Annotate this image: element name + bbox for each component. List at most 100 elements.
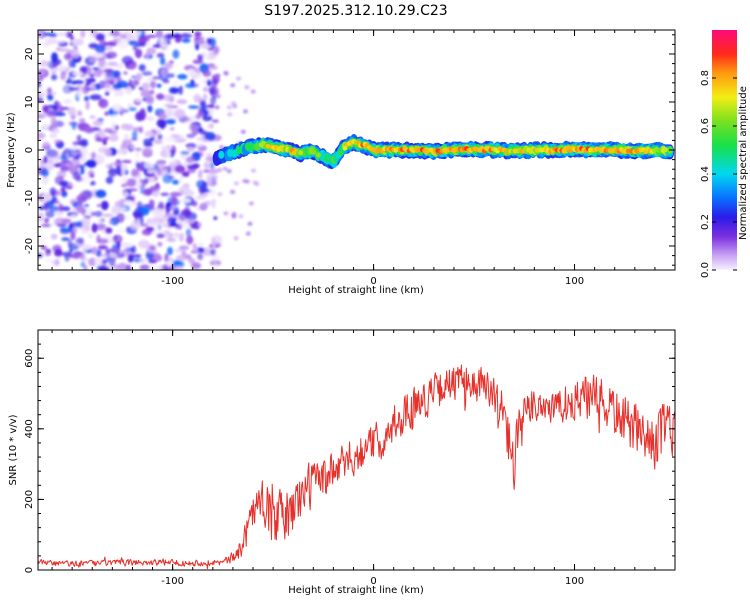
- noise-speckle: [121, 166, 126, 176]
- ridge-cell: [342, 145, 348, 151]
- noise-speckle: [200, 103, 207, 112]
- noise-speckle: [114, 264, 120, 270]
- spectrogram-x-label: Height of straight line (km): [288, 285, 424, 296]
- noise-speckle: [123, 109, 129, 113]
- noise-speckle: [76, 140, 87, 146]
- noise-speckle: [214, 105, 220, 110]
- noise-speckle: [127, 40, 138, 46]
- noise-speckle: [202, 114, 213, 122]
- noise-speckle: [99, 130, 106, 139]
- noise-speckle: [157, 242, 163, 247]
- noise-speckle: [145, 226, 155, 232]
- noise-speckle: [50, 131, 56, 139]
- noise-speckle: [192, 243, 197, 250]
- noise-speckle: [44, 218, 50, 223]
- ridge-cell: [218, 150, 225, 159]
- noise-speckle: [121, 160, 132, 164]
- noise-speckle: [61, 71, 67, 75]
- noise-speckle: [248, 201, 254, 206]
- noise-speckle: [42, 105, 49, 113]
- noise-speckle: [211, 238, 216, 249]
- noise-speckle: [146, 34, 158, 38]
- noise-speckle: [141, 30, 146, 39]
- noise-speckle: [185, 83, 196, 89]
- noise-speckle: [62, 251, 72, 257]
- noise-speckle: [205, 155, 215, 162]
- ridge-cell: [298, 150, 304, 156]
- noise-speckle: [81, 248, 88, 253]
- noise-speckle: [149, 245, 156, 251]
- noise-speckle: [88, 233, 94, 239]
- noise-speckle: [198, 169, 203, 179]
- noise-speckle: [84, 96, 90, 102]
- noise-speckle: [186, 146, 195, 152]
- noise-speckle: [188, 105, 201, 109]
- noise-speckle: [202, 69, 212, 77]
- ridge-cell: [663, 147, 668, 153]
- noise-speckle: [205, 56, 216, 60]
- noise-speckle: [138, 239, 150, 249]
- noise-speckle: [203, 86, 208, 92]
- noise-speckle: [172, 265, 184, 270]
- noise-speckle: [194, 31, 202, 38]
- noise-speckle: [130, 136, 138, 141]
- noise-speckle: [62, 86, 71, 94]
- noise-speckle: [135, 180, 141, 188]
- noise-speckle: [162, 174, 173, 184]
- noise-speckle: [90, 174, 95, 178]
- noise-speckle: [40, 245, 47, 250]
- noise-speckle: [166, 73, 175, 78]
- ridge-cell: [235, 146, 242, 155]
- noise-speckle: [115, 252, 125, 259]
- noise-speckle: [85, 78, 96, 82]
- noise-speckle: [223, 211, 229, 216]
- noise-speckle: [159, 40, 168, 47]
- noise-speckle: [195, 137, 204, 141]
- noise-speckle: [63, 99, 72, 104]
- noise-speckle: [109, 253, 116, 258]
- noise-speckle: [233, 181, 239, 186]
- noise-speckle: [53, 163, 61, 168]
- noise-speckle: [125, 86, 133, 95]
- spectrogram-x-ticks: -100 0 100: [51, 30, 676, 287]
- noise-speckle: [108, 221, 113, 225]
- noise-speckle: [76, 194, 88, 203]
- noise-speckle: [138, 42, 146, 47]
- noise-speckle: [38, 87, 45, 95]
- noise-speckle: [146, 47, 157, 55]
- noise-speckle: [251, 168, 256, 173]
- noise-speckle: [65, 186, 73, 190]
- noise-speckle: [45, 37, 57, 45]
- noise-speckle: [81, 174, 91, 184]
- noise-speckle: [59, 180, 69, 187]
- noise-speckle: [169, 60, 174, 64]
- noise-speckle: [94, 257, 104, 266]
- noise-speckle: [127, 59, 133, 66]
- noise-speckle: [68, 158, 81, 169]
- noise-speckle: [185, 220, 195, 224]
- noise-speckle: [252, 180, 258, 185]
- noise-speckle: [122, 191, 129, 197]
- noise-speckle: [171, 196, 178, 206]
- noise-speckle: [42, 32, 53, 37]
- noise-speckle: [149, 80, 157, 89]
- snr-y-ticks: 0 200 400 600: [24, 329, 675, 573]
- noise-speckle: [164, 136, 175, 143]
- noise-speckle: [206, 38, 212, 45]
- noise-speckle: [211, 201, 216, 209]
- noise-speckle: [176, 99, 188, 105]
- noise-speckle: [197, 253, 204, 261]
- noise-speckle: [91, 246, 98, 255]
- noise-speckle: [119, 33, 127, 39]
- noise-speckle: [70, 231, 76, 241]
- noise-speckle: [105, 82, 111, 88]
- noise-speckle: [44, 258, 55, 263]
- noise-speckle: [71, 121, 77, 130]
- noise-speckle: [186, 68, 196, 77]
- noise-speckle: [101, 82, 107, 89]
- noise-speckle: [217, 168, 223, 172]
- noise-speckle: [46, 87, 53, 95]
- noise-speckle: [105, 176, 114, 184]
- noise-speckle: [103, 68, 114, 73]
- noise-speckle: [96, 223, 107, 231]
